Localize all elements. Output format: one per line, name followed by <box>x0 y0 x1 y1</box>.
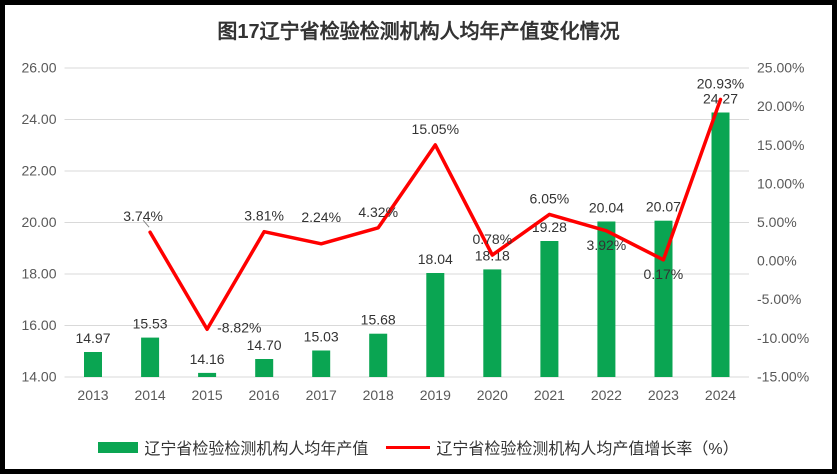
svg-text:2024: 2024 <box>705 387 736 403</box>
svg-text:15.68: 15.68 <box>361 312 396 328</box>
svg-text:14.16: 14.16 <box>190 351 225 367</box>
svg-text:2018: 2018 <box>363 387 394 403</box>
svg-text:14.00: 14.00 <box>21 369 56 385</box>
svg-text:15.00%: 15.00% <box>757 137 804 153</box>
svg-text:2021: 2021 <box>534 387 565 403</box>
svg-text:26.00: 26.00 <box>21 60 56 76</box>
svg-text:14.70: 14.70 <box>247 337 282 353</box>
svg-text:0.17%: 0.17% <box>644 266 684 282</box>
svg-text:20.04: 20.04 <box>589 200 624 216</box>
svg-text:24.00: 24.00 <box>21 111 56 127</box>
svg-text:20.00: 20.00 <box>21 214 56 230</box>
svg-text:25.00%: 25.00% <box>757 60 804 76</box>
svg-text:15.05%: 15.05% <box>412 121 459 137</box>
svg-text:10.00%: 10.00% <box>757 175 804 191</box>
svg-text:20.00%: 20.00% <box>757 98 804 114</box>
svg-text:-8.82%: -8.82% <box>217 319 261 335</box>
svg-text:2014: 2014 <box>135 387 166 403</box>
svg-text:4.32%: 4.32% <box>358 204 398 220</box>
svg-text:3.74%: 3.74% <box>123 208 163 224</box>
svg-text:2023: 2023 <box>648 387 679 403</box>
svg-text:2013: 2013 <box>77 387 108 403</box>
svg-text:5.00%: 5.00% <box>757 214 797 230</box>
svg-text:20.07: 20.07 <box>646 199 681 215</box>
svg-text:22.00: 22.00 <box>21 163 56 179</box>
svg-text:3.81%: 3.81% <box>244 208 284 224</box>
svg-text:2020: 2020 <box>477 387 508 403</box>
svg-text:6.05%: 6.05% <box>530 190 570 206</box>
svg-text:-5.00%: -5.00% <box>757 291 801 307</box>
svg-text:2015: 2015 <box>192 387 223 403</box>
svg-text:2.24%: 2.24% <box>301 209 341 225</box>
svg-text:0.00%: 0.00% <box>757 253 797 269</box>
svg-text:18.04: 18.04 <box>418 251 453 267</box>
svg-text:14.97: 14.97 <box>75 330 110 346</box>
svg-text:0.78%: 0.78% <box>472 231 512 247</box>
svg-text:15.03: 15.03 <box>304 329 339 345</box>
svg-text:2017: 2017 <box>306 387 337 403</box>
svg-text:18.00: 18.00 <box>21 266 56 282</box>
svg-text:16.00: 16.00 <box>21 317 56 333</box>
svg-text:2019: 2019 <box>420 387 451 403</box>
svg-text:2016: 2016 <box>249 387 280 403</box>
svg-text:-15.00%: -15.00% <box>757 369 809 385</box>
svg-text:3.92%: 3.92% <box>587 237 627 253</box>
svg-text:-10.00%: -10.00% <box>757 330 809 346</box>
svg-text:20.93%: 20.93% <box>697 75 744 91</box>
svg-text:15.53: 15.53 <box>133 316 168 332</box>
svg-text:2022: 2022 <box>591 387 622 403</box>
